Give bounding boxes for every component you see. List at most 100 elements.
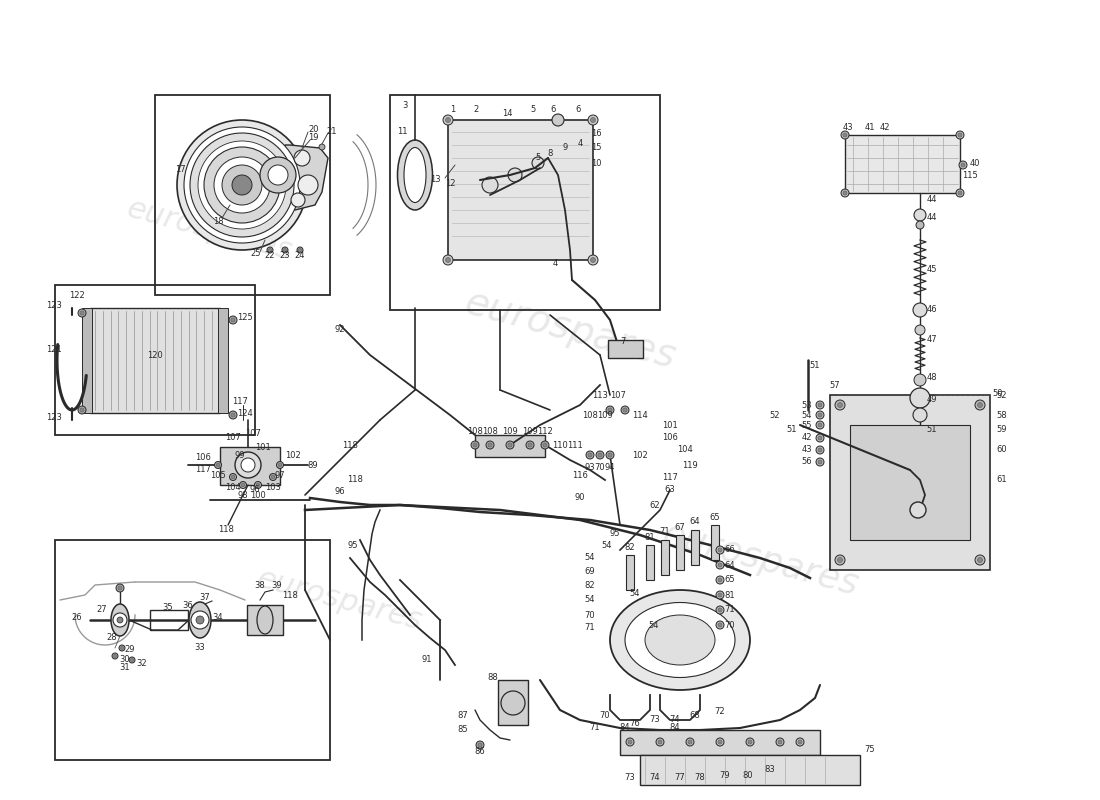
Circle shape (915, 325, 925, 335)
Text: 72: 72 (715, 707, 725, 717)
Circle shape (586, 451, 594, 459)
Text: 60: 60 (997, 446, 1008, 454)
Circle shape (956, 189, 964, 197)
Text: 58: 58 (997, 410, 1008, 419)
Circle shape (443, 255, 453, 265)
Circle shape (231, 318, 235, 322)
Circle shape (978, 402, 982, 407)
Text: 15: 15 (591, 143, 602, 153)
Text: 109: 109 (522, 426, 538, 435)
Text: eurospares: eurospares (254, 564, 426, 636)
Bar (640, 755, 860, 785)
Circle shape (240, 482, 246, 489)
Circle shape (190, 133, 294, 237)
Ellipse shape (257, 606, 273, 634)
Text: 46: 46 (926, 306, 937, 314)
Circle shape (776, 738, 784, 746)
Text: 93: 93 (585, 462, 595, 471)
Text: 29: 29 (124, 646, 135, 654)
Circle shape (500, 691, 525, 715)
Text: 108: 108 (482, 426, 498, 435)
Circle shape (230, 474, 236, 481)
Text: 109: 109 (597, 410, 613, 419)
Text: 51: 51 (810, 361, 821, 370)
Circle shape (843, 133, 847, 137)
Text: 49: 49 (926, 395, 937, 405)
Text: 84: 84 (619, 723, 630, 733)
Bar (248, 605, 283, 635)
Text: 68: 68 (690, 711, 701, 721)
Circle shape (232, 175, 252, 195)
Text: 118: 118 (342, 441, 358, 450)
Circle shape (508, 443, 512, 447)
Text: 108: 108 (468, 426, 483, 435)
Circle shape (443, 115, 453, 125)
Text: 98: 98 (238, 490, 249, 499)
Text: 83: 83 (764, 766, 776, 774)
Circle shape (272, 475, 275, 478)
Text: 124: 124 (238, 409, 253, 418)
Circle shape (816, 458, 824, 466)
Circle shape (748, 740, 752, 744)
Ellipse shape (111, 604, 129, 636)
Circle shape (214, 462, 221, 469)
Circle shape (78, 309, 86, 317)
Text: 40: 40 (970, 158, 980, 167)
Text: 105: 105 (210, 470, 225, 479)
Text: 24: 24 (295, 251, 306, 261)
Circle shape (80, 408, 84, 412)
Circle shape (278, 463, 282, 466)
Text: 10: 10 (591, 158, 602, 167)
Text: 44: 44 (926, 195, 937, 205)
Circle shape (816, 411, 824, 419)
Circle shape (276, 462, 284, 469)
Circle shape (184, 127, 300, 243)
Text: 99: 99 (234, 450, 245, 459)
Text: 9: 9 (562, 143, 568, 153)
Text: 25: 25 (251, 250, 262, 258)
Text: 56: 56 (802, 458, 812, 466)
Text: eurospares: eurospares (658, 518, 862, 602)
Circle shape (196, 616, 204, 624)
Circle shape (112, 653, 118, 659)
Text: 103: 103 (265, 482, 280, 491)
Circle shape (686, 738, 694, 746)
Ellipse shape (189, 602, 211, 638)
Text: 86: 86 (474, 747, 485, 757)
Circle shape (254, 482, 262, 489)
Circle shape (716, 576, 724, 584)
Text: 107: 107 (226, 433, 241, 442)
Text: 35: 35 (163, 602, 174, 611)
Circle shape (716, 546, 724, 554)
Circle shape (818, 403, 822, 407)
Text: 70: 70 (584, 610, 595, 619)
Text: 89: 89 (308, 461, 318, 470)
Circle shape (78, 406, 86, 414)
Text: 2: 2 (473, 106, 478, 114)
Text: 66: 66 (725, 546, 736, 554)
Circle shape (623, 408, 627, 412)
Text: 111: 111 (568, 441, 583, 450)
Circle shape (816, 446, 824, 454)
Circle shape (260, 157, 296, 193)
Text: eurospares: eurospares (460, 283, 680, 377)
Text: 114: 114 (632, 410, 648, 419)
Circle shape (591, 118, 595, 122)
Text: 73: 73 (650, 715, 660, 725)
Bar (850, 425, 970, 540)
Bar (676, 535, 684, 570)
Circle shape (482, 177, 498, 193)
Ellipse shape (625, 602, 735, 678)
Circle shape (526, 441, 534, 449)
Text: 37: 37 (199, 594, 210, 602)
Circle shape (978, 558, 982, 562)
Text: 100: 100 (250, 490, 266, 499)
Bar (626, 555, 634, 590)
Circle shape (975, 555, 984, 565)
Text: 33: 33 (195, 643, 206, 653)
Circle shape (716, 606, 724, 614)
Circle shape (718, 563, 722, 567)
Circle shape (958, 133, 962, 137)
Circle shape (282, 247, 288, 253)
Circle shape (256, 483, 260, 486)
